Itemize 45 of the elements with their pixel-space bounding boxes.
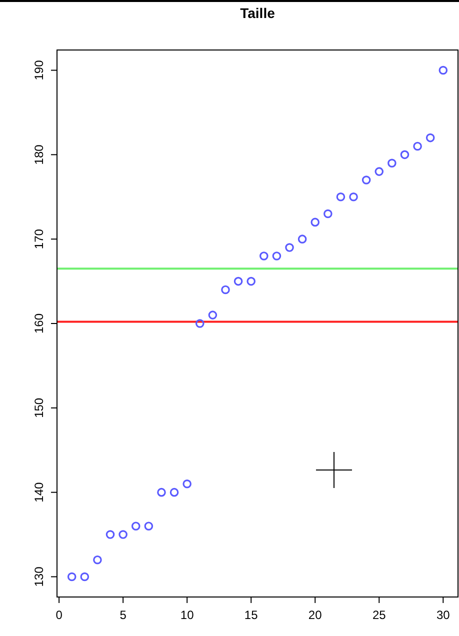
x-tick-label: 15 xyxy=(244,608,258,622)
point xyxy=(438,66,448,75)
point xyxy=(170,488,179,497)
point xyxy=(413,142,422,151)
x-tick-label: 10 xyxy=(180,608,194,622)
x-tick-label: 25 xyxy=(372,608,386,622)
point xyxy=(195,319,204,328)
point xyxy=(234,276,243,286)
point xyxy=(374,167,384,176)
y-tick-label: 150 xyxy=(32,398,46,418)
point xyxy=(182,479,192,488)
point xyxy=(221,285,230,294)
y-tick-label: 190 xyxy=(32,60,46,80)
chart-title: Taille xyxy=(240,5,276,21)
point xyxy=(106,530,115,539)
point xyxy=(285,243,294,252)
x-tick-label: 5 xyxy=(120,608,127,622)
y-tick-label: 180 xyxy=(32,144,46,165)
point xyxy=(426,133,435,142)
point xyxy=(388,158,396,168)
point xyxy=(298,234,307,244)
point xyxy=(118,530,128,539)
y-tick-label: 130 xyxy=(32,566,46,587)
x-tick-label: 30 xyxy=(436,608,450,622)
point xyxy=(80,572,90,582)
y-tick-label: 140 xyxy=(32,482,46,502)
point xyxy=(93,555,102,564)
y-tick-label: 170 xyxy=(32,228,46,250)
point xyxy=(324,209,332,218)
x-tick-label: 20 xyxy=(308,608,322,622)
point xyxy=(336,192,346,202)
point xyxy=(310,218,320,227)
point xyxy=(260,252,268,260)
point xyxy=(272,252,282,260)
point xyxy=(144,522,154,530)
point xyxy=(67,572,76,582)
x-tick-label: 0 xyxy=(56,608,63,622)
point xyxy=(208,310,218,320)
point xyxy=(157,488,166,497)
point xyxy=(246,276,256,286)
point xyxy=(362,176,371,184)
point xyxy=(400,150,410,160)
y-tick-label: 160 xyxy=(32,313,46,334)
point xyxy=(131,522,140,530)
point xyxy=(349,192,358,202)
